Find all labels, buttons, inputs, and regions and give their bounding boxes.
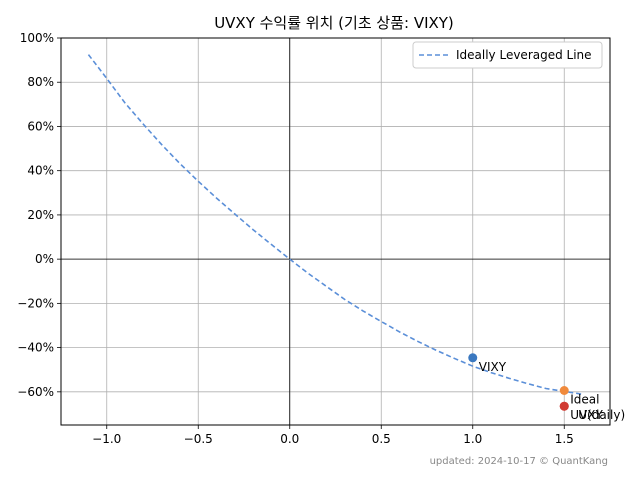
- series-lines: [87, 54, 583, 396]
- y-tick-label: 20%: [27, 208, 54, 222]
- y-tick-label: 40%: [27, 164, 54, 178]
- point-label-vixy: VIXY: [479, 360, 507, 374]
- x-tick-label: 0.0: [280, 432, 299, 446]
- x-tick-label: −0.5: [184, 432, 213, 446]
- credit-text: updated: 2024-10-17 © QuantKang: [430, 456, 608, 467]
- series-line-ideally-leveraged-line: [87, 54, 583, 396]
- y-tick-label: 80%: [27, 75, 54, 89]
- y-tick-label: 0%: [35, 252, 54, 266]
- point-ideal: [559, 386, 569, 396]
- legend: Ideally Leveraged Line: [412, 41, 603, 69]
- y-tick-label: −40%: [17, 341, 54, 355]
- x-tick-label: 1.5: [555, 432, 574, 446]
- zero-axis-lines: [61, 38, 610, 425]
- plot-frame: [60, 37, 611, 426]
- y-axis-ticks: 100% 80% 60% 40% 20% 0% −20% −40% −60%: [17, 31, 61, 399]
- y-tick-label: −60%: [17, 385, 54, 399]
- y-tick-label: 100%: [20, 31, 54, 45]
- y-tick-label: −20%: [17, 296, 54, 310]
- x-tick-label: 1.0: [463, 432, 482, 446]
- legend-label-ideally-leveraged-line: Ideally Leveraged Line: [456, 48, 592, 62]
- x-tick-label: −1.0: [92, 432, 121, 446]
- point-label-ideal: Ideal: [570, 393, 599, 407]
- legend-box: [412, 41, 603, 69]
- grid-lines: [61, 37, 610, 425]
- chart-title: UVXY 수익률 위치 (기초 상품: VIXY): [214, 14, 454, 32]
- y-tick-label: 60%: [27, 119, 54, 133]
- data-points: [468, 353, 569, 411]
- x-tick-label: 0.5: [372, 432, 391, 446]
- point-vixy: [468, 353, 478, 363]
- x-axis-ticks: −1.0 −0.5 0.0 0.5 1.0 1.5: [92, 425, 574, 446]
- point-label-uvxy: UVXY: [570, 408, 603, 422]
- point-u-daily: [559, 401, 569, 411]
- point-label-u-daily: U(daily): [578, 408, 625, 422]
